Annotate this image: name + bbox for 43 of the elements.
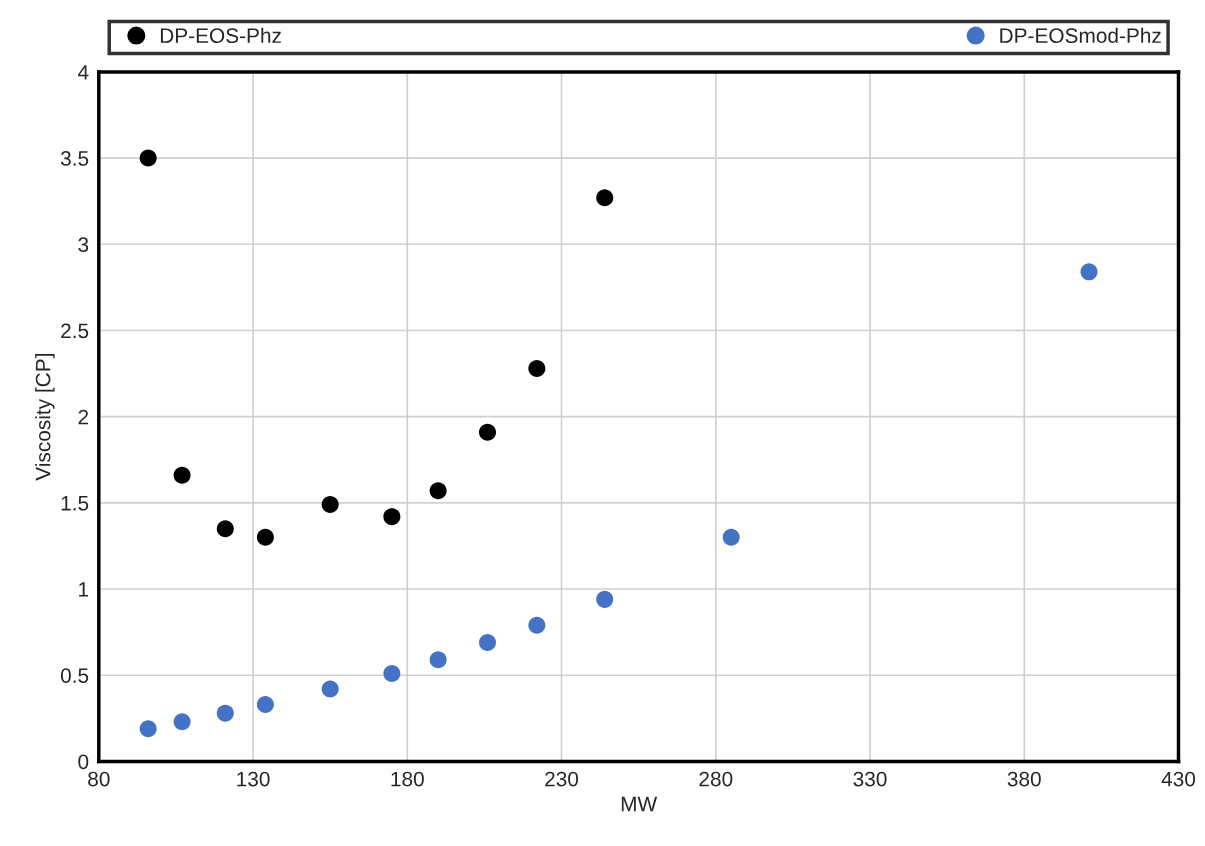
x-tick-label: 180 bbox=[391, 771, 424, 787]
y-tick-label: 3 bbox=[78, 237, 89, 253]
point bbox=[722, 528, 740, 546]
point bbox=[429, 651, 447, 669]
point bbox=[528, 359, 546, 377]
x-tick-label: 280 bbox=[699, 771, 733, 787]
x-tick-label: 380 bbox=[1007, 771, 1041, 787]
legend-label: DP-EOSmod-Phz bbox=[1000, 27, 1161, 44]
y-tick-label: 0.5 bbox=[60, 668, 89, 683]
y-tick-label: 3.5 bbox=[60, 151, 89, 166]
point bbox=[321, 680, 339, 698]
x-axis-title: MW bbox=[621, 796, 658, 812]
point bbox=[139, 149, 157, 167]
x-tick-label: 130 bbox=[237, 771, 270, 787]
point bbox=[429, 482, 447, 500]
y-tick-label: 0 bbox=[78, 754, 89, 770]
point bbox=[1080, 263, 1098, 281]
point bbox=[383, 664, 401, 682]
point bbox=[256, 528, 274, 546]
x-tick-label: 330 bbox=[853, 771, 887, 787]
point bbox=[528, 616, 546, 634]
legend-label: DP-EOS-Phz bbox=[160, 27, 281, 44]
x-tick-label: 230 bbox=[545, 771, 579, 787]
y-tick-label: 4 bbox=[77, 65, 89, 80]
x-tick-label: 430 bbox=[1161, 771, 1196, 787]
y-tick-label: 2.5 bbox=[61, 323, 89, 339]
y-axis-title: Viscosity [CP] bbox=[35, 354, 55, 481]
point bbox=[596, 189, 614, 207]
point bbox=[139, 720, 157, 738]
point bbox=[216, 520, 234, 538]
point bbox=[478, 633, 496, 651]
point bbox=[173, 713, 191, 731]
y-tick-label: 1.5 bbox=[61, 496, 89, 511]
y-tick-label: 1 bbox=[79, 582, 89, 597]
y-tick-label: 2 bbox=[78, 409, 89, 425]
point bbox=[216, 704, 234, 722]
point bbox=[256, 696, 274, 714]
point bbox=[478, 423, 496, 441]
point bbox=[173, 466, 191, 484]
point bbox=[321, 496, 339, 514]
x-tick-label: 80 bbox=[88, 771, 110, 787]
point bbox=[383, 508, 401, 526]
point bbox=[596, 590, 614, 608]
